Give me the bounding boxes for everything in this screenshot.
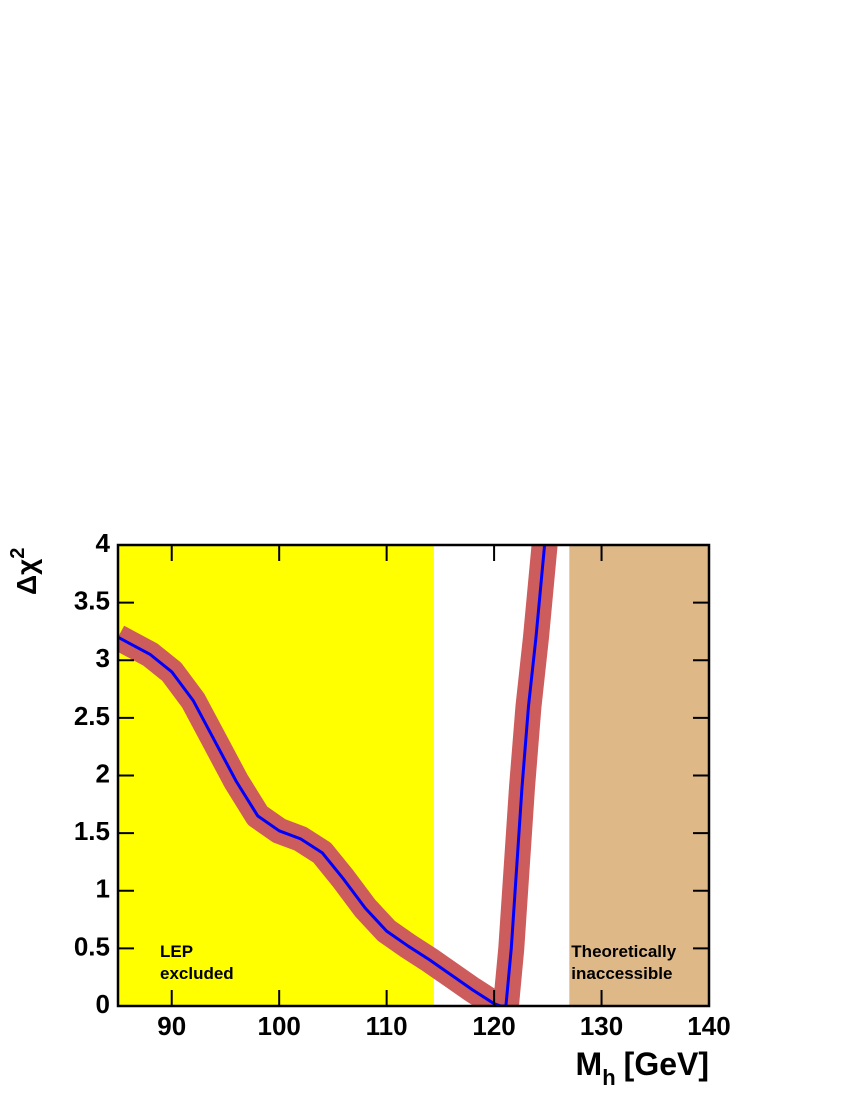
region-label: Theoretically xyxy=(571,942,676,961)
y-tick-label: 2.5 xyxy=(74,701,110,731)
y-tick-label: 1 xyxy=(96,874,110,904)
x-axis-label: Mh [GeV] xyxy=(576,1046,709,1090)
y-tick-label: 0 xyxy=(96,989,110,1019)
x-tick-label: 90 xyxy=(157,1011,186,1041)
y-label-main: Δχ xyxy=(11,559,42,595)
curves xyxy=(118,545,558,1006)
x-tick-label: 130 xyxy=(580,1011,623,1041)
region-label: inaccessible xyxy=(571,964,672,983)
y-axis-label: Δχ2 xyxy=(7,548,42,595)
y-tick-label: 1.5 xyxy=(74,816,110,846)
y-tick-label: 0.5 xyxy=(74,931,110,961)
y-tick-label: 4 xyxy=(96,528,111,558)
x-tick-label: 140 xyxy=(687,1011,730,1041)
x-tick-label: 110 xyxy=(366,1011,408,1041)
region-label: LEP xyxy=(160,942,193,961)
y-tick-label: 3 xyxy=(96,643,110,673)
x-label-unit: [GeV] xyxy=(624,1046,709,1082)
axes: 90 100 110 120 130 140 0 0.5 1 1.5 2 2.5 3 3.5 4 xyxy=(74,528,731,1041)
x-label-main: M xyxy=(576,1046,603,1082)
x-label-sub: h xyxy=(602,1065,615,1090)
x-tick-label: 100 xyxy=(257,1011,300,1041)
region xyxy=(569,545,709,1006)
y-label-sup: 2 xyxy=(7,548,29,559)
x-tick-label: 120 xyxy=(472,1011,515,1041)
regions: LEP excluded Theoretically inaccessible xyxy=(118,545,709,1006)
y-tick-label: 3.5 xyxy=(74,586,110,616)
region-label: excluded xyxy=(160,964,234,983)
y-tick-label: 2 xyxy=(96,758,110,788)
line xyxy=(118,545,547,1006)
